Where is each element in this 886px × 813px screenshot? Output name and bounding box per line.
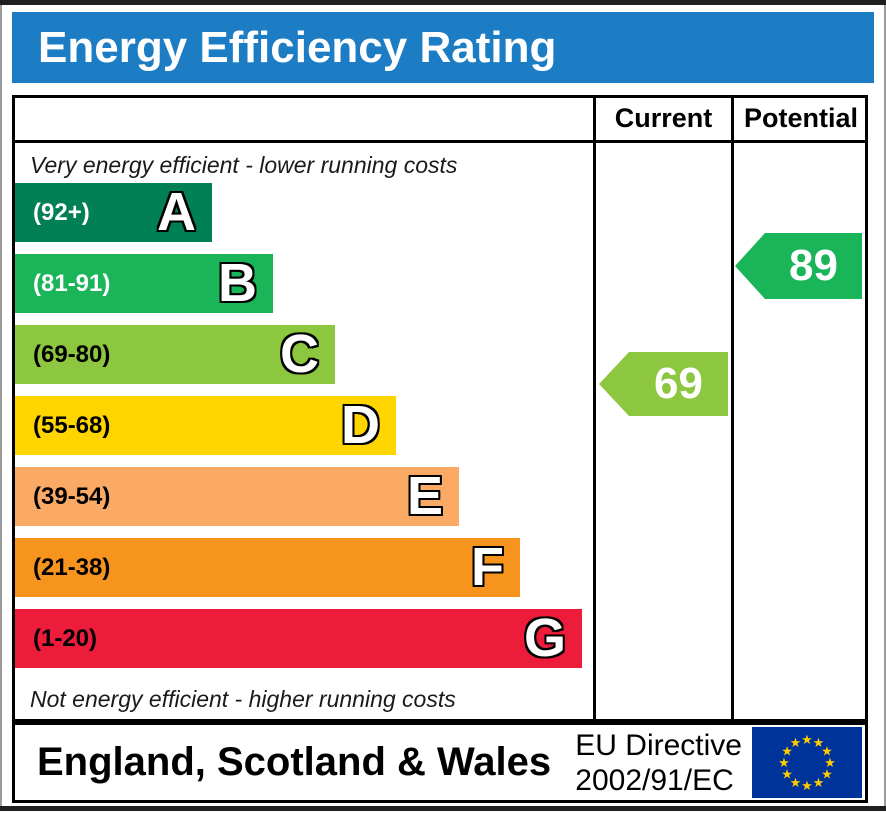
top-note: Very energy efficient - lower running co…	[30, 152, 458, 178]
band-letter-f: F	[471, 537, 504, 597]
band-range-b: (81-91)	[33, 269, 111, 297]
potential-rating-arrow: 89	[735, 233, 862, 299]
svg-text:★: ★	[781, 768, 793, 783]
footer: England, Scotland & Wales EU Directive 2…	[12, 722, 868, 803]
current-column-divider	[593, 95, 596, 722]
svg-text:★: ★	[781, 745, 793, 760]
band-range-g: (1-20)	[33, 624, 98, 652]
bottom-note: Not energy efficient - higher running co…	[30, 686, 456, 712]
potential-rating-value: 89	[789, 241, 838, 290]
band-row-e: (39-54) E	[15, 467, 459, 526]
footer-region-label: England, Scotland & Wales	[37, 740, 552, 784]
eu-directive-line1: EU Directive	[575, 728, 742, 762]
page-title: Energy Efficiency Rating	[38, 22, 557, 72]
svg-text:★: ★	[813, 776, 825, 791]
band-range-e: (39-54)	[33, 482, 111, 510]
band-row-g: (1-20) G	[15, 609, 582, 668]
band-range-a: (92+)	[33, 198, 90, 226]
svg-text:★: ★	[790, 776, 802, 791]
potential-column-header: Potential	[743, 103, 858, 133]
svg-text:★: ★	[821, 768, 833, 783]
current-rating-arrow: 69	[599, 352, 728, 416]
band-letter-d: D	[341, 395, 380, 455]
eu-flag-icon: ★ ★★★★★★★★★★★	[752, 727, 862, 798]
band-letter-c: C	[280, 324, 319, 384]
band-letter-g: G	[523, 608, 566, 668]
band-letter-a: A	[157, 182, 196, 242]
potential-arrow-shape	[735, 233, 862, 299]
band-row-c: (69-80) C	[15, 325, 335, 384]
current-arrow-shape	[599, 352, 728, 416]
svg-text:★: ★	[801, 733, 813, 748]
svg-text:★: ★	[778, 756, 790, 771]
title-bar: Energy Efficiency Rating	[12, 12, 874, 83]
band-range-d: (55-68)	[33, 411, 111, 439]
band-row-d: (55-68) D	[15, 396, 396, 455]
band-row-a: (92+) A	[15, 183, 212, 242]
outer-frame-left	[0, 5, 2, 806]
svg-text:★: ★	[824, 756, 836, 771]
current-column-header: Current	[614, 103, 713, 133]
eu-directive-label: EU Directive 2002/91/EC	[575, 728, 742, 798]
svg-text:★: ★	[813, 736, 825, 751]
svg-text:★: ★	[790, 736, 802, 751]
svg-text:★: ★	[801, 779, 813, 794]
band-row-b: (81-91) B	[15, 254, 273, 313]
header-row-divider	[12, 140, 868, 143]
outer-frame-bottom	[0, 806, 886, 811]
band-letter-e: E	[406, 466, 443, 526]
band-row-f: (21-38) F	[15, 538, 520, 597]
band-letter-b: B	[218, 253, 257, 313]
band-range-c: (69-80)	[33, 340, 111, 368]
svg-text:★: ★	[821, 745, 833, 760]
outer-frame-top	[0, 0, 886, 5]
eu-directive-line2: 2002/91/EC	[575, 763, 734, 797]
potential-column-divider	[731, 95, 734, 722]
band-range-f: (21-38)	[33, 553, 111, 581]
current-rating-value: 69	[654, 359, 703, 408]
outer-frame-right	[884, 5, 886, 806]
